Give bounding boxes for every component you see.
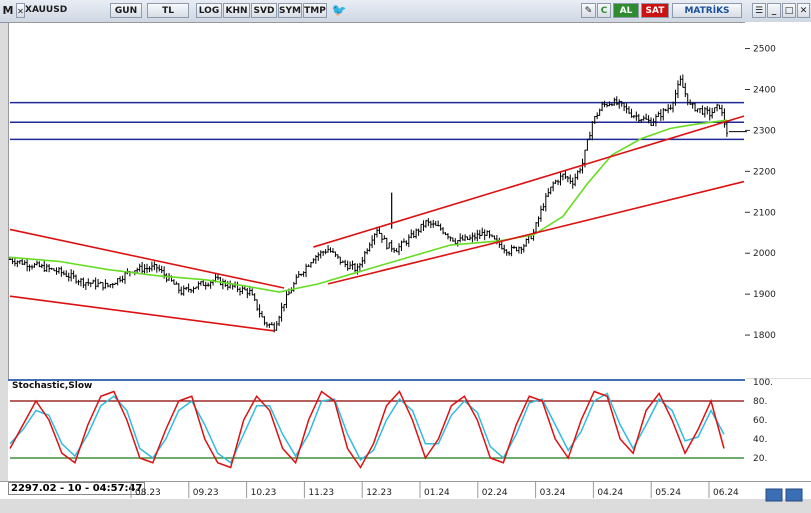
stochastic-k-line — [9, 390, 725, 469]
close-symbol-icon[interactable]: ✕ — [16, 3, 25, 18]
up-channel-lower — [327, 180, 745, 285]
time-tick-label: 06.24 — [713, 488, 739, 498]
stochastic-tick-label: 40. — [753, 435, 767, 445]
sym-button[interactable]: SYM — [278, 3, 302, 18]
price-tick-label: 2200 — [753, 167, 776, 177]
price-axis — [745, 22, 811, 378]
stochastic-title: Stochastic,Slow — [12, 381, 93, 391]
stochastic-tick-label: 80. — [753, 397, 767, 407]
price-tick-label: 2500 — [753, 45, 776, 55]
symbol-label[interactable]: XAUUSD — [25, 5, 68, 15]
menu-icon[interactable]: ☰ — [752, 3, 766, 18]
price-tick-label: 2300 — [753, 126, 776, 136]
stochastic-tick-label: 20. — [753, 454, 767, 464]
maximize-icon[interactable]: □ — [782, 3, 796, 18]
stochastic-axis — [745, 379, 811, 481]
sell-button[interactable]: SAT — [641, 3, 669, 18]
price-tick-label: 1800 — [753, 331, 776, 341]
time-tick-label: 02.24 — [482, 488, 508, 498]
svd-button[interactable]: SVD — [251, 3, 277, 18]
stochastic-tick-label: 100. — [753, 378, 773, 388]
down-channel-lower — [9, 295, 275, 332]
tmp-button[interactable]: TMP — [303, 3, 327, 18]
up-channel-upper — [313, 115, 745, 248]
price-tick-label: 2000 — [753, 249, 776, 259]
price-chart-area[interactable] — [8, 22, 746, 379]
log-button[interactable]: LOG — [196, 3, 222, 18]
time-tick-label: 05.24 — [655, 488, 681, 498]
price-readout: 2297.02 - 10 - 04:57:47 — [8, 482, 146, 495]
currency-button[interactable]: TL — [147, 3, 189, 18]
stochastic-tick-label: 60. — [753, 416, 767, 426]
moving-average-line — [9, 119, 727, 293]
twitter-icon[interactable]: 🐦 — [331, 3, 347, 17]
time-tick-label: 11.23 — [308, 488, 334, 498]
settings-icon[interactable] — [785, 488, 803, 502]
time-tick-label: 08.23 — [135, 488, 161, 498]
price-tick-label: 2100 — [753, 208, 776, 218]
price-tick-label: 1900 — [753, 290, 776, 300]
time-tick-label: 03.24 — [540, 488, 566, 498]
refresh-icon[interactable]: C — [597, 3, 611, 18]
brand-label: MATRİKS — [672, 3, 742, 18]
status-bar — [0, 499, 811, 513]
period-button[interactable]: GUN — [110, 3, 142, 18]
time-tick-label: 09.23 — [193, 488, 219, 498]
close-icon[interactable]: ✕ — [797, 3, 810, 18]
time-tick-label: 12.23 — [366, 488, 392, 498]
minimize-icon[interactable]: _ — [767, 3, 781, 18]
khn-button[interactable]: KHN — [223, 3, 250, 18]
time-tick-label: 04.24 — [597, 488, 623, 498]
time-tick-label: 01.24 — [424, 488, 450, 498]
down-channel-upper — [9, 228, 285, 289]
edit-icon[interactable]: ✎ — [581, 3, 596, 18]
price-tick-label: 2400 — [753, 85, 776, 95]
sync-icon[interactable] — [765, 488, 783, 502]
buy-button[interactable]: AL — [613, 3, 639, 18]
app-logo: M — [2, 4, 14, 17]
toolbar: M ✕ XAUUSD GUN TL LOG KHN SVD SYM TMP 🐦 … — [0, 0, 811, 23]
time-tick-label: 10.23 — [251, 488, 277, 498]
time-axis — [0, 481, 811, 500]
